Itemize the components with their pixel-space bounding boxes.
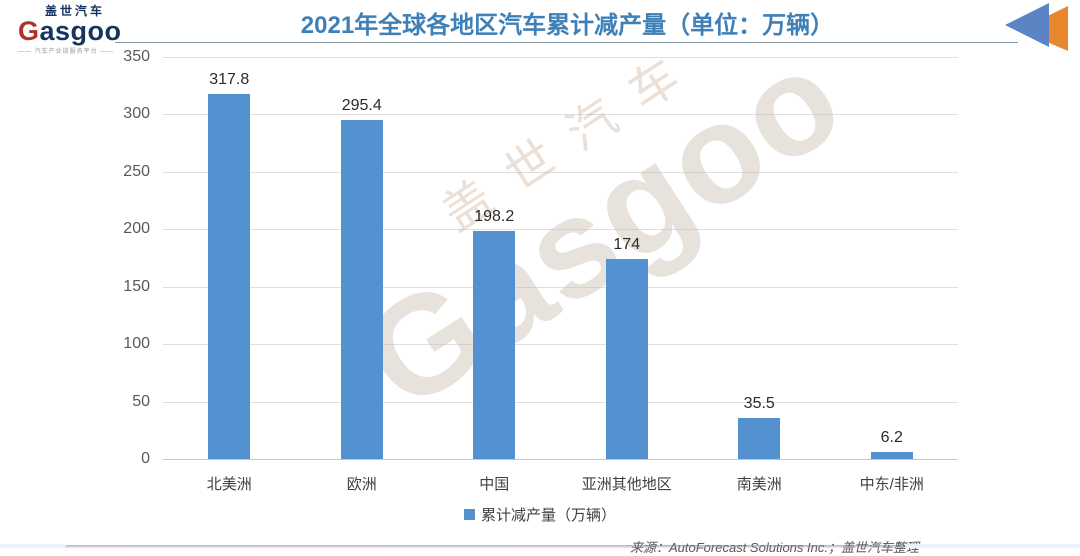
bar-value-label-南美洲: 35.5 <box>743 395 775 413</box>
gridline-150 <box>163 286 958 288</box>
logo-g-glyph: G <box>18 16 40 46</box>
bar-value-label-中东/非洲: 6.2 <box>880 428 903 446</box>
gridline-100 <box>163 344 958 346</box>
bottom-tint-right <box>905 544 1080 548</box>
x-category-label-欧洲: 欧洲 <box>346 476 377 493</box>
bar-亚洲其他地区 <box>605 259 648 459</box>
bar-value-label-欧洲: 295.4 <box>341 96 382 114</box>
bar-中东/非洲 <box>870 451 913 459</box>
bar-value-label-北美洲: 317.8 <box>209 70 250 88</box>
header-divider <box>115 42 1018 43</box>
bar-南美洲 <box>738 418 781 459</box>
x-category-label-亚洲其他地区: 亚洲其他地区 <box>581 476 672 493</box>
logo-latin-rest: asgoo <box>39 16 122 46</box>
bar-value-label-中国: 198.2 <box>474 208 515 226</box>
bottom-window-edge <box>65 545 905 548</box>
gridline-300 <box>163 114 958 116</box>
y-tick-label-200: 200 <box>123 220 150 238</box>
y-tick-label-350: 350 <box>123 48 150 65</box>
y-tick-label-100: 100 <box>123 335 150 353</box>
logo-chinese-text: 盖世汽车 <box>45 4 106 18</box>
legend-marker-square <box>463 509 475 520</box>
legend-label: 累计减产量（万辆） <box>480 507 616 524</box>
x-category-label-南美洲: 南美洲 <box>736 476 782 493</box>
x-category-label-北美洲: 北美洲 <box>206 476 252 493</box>
y-tick-label-0: 0 <box>141 450 150 467</box>
gridline-250 <box>163 171 958 173</box>
legend: 累计减产量（万辆） <box>0 504 1080 525</box>
y-tick-label-50: 50 <box>132 392 150 410</box>
gasgoo-logo: 盖世汽车 Gasgoo —— 汽车产业链服务平台 —— <box>18 4 128 56</box>
gridline-0 <box>163 459 958 460</box>
x-category-label-中国: 中国 <box>479 476 510 493</box>
y-tick-label-300: 300 <box>123 105 150 123</box>
gridline-350 <box>163 57 958 58</box>
bar-中国 <box>473 231 516 459</box>
double-arrow-left-icon <box>1004 1 1072 51</box>
bar-欧洲 <box>340 119 383 459</box>
gridline-50 <box>163 401 958 403</box>
plot-area: 317.8 295.4 198.2 174 35.5 6.2 <box>163 57 958 460</box>
y-tick-label-250: 250 <box>123 162 150 180</box>
bottom-tint-left <box>0 544 65 548</box>
logo-latin-text: Gasgoo <box>18 16 128 46</box>
bar-value-label-亚洲其他地区: 174 <box>613 236 641 254</box>
y-tick-label-150: 150 <box>123 277 150 295</box>
x-category-label-中东/非洲: 中东/非洲 <box>859 476 924 493</box>
gridline-200 <box>163 229 958 231</box>
logo-tagline: —— 汽车产业链服务平台 —— <box>18 49 115 55</box>
bar-北美洲 <box>208 93 251 459</box>
chart-title: 2021年全球各地区汽车累计减产量（单位：万辆） <box>300 12 835 39</box>
